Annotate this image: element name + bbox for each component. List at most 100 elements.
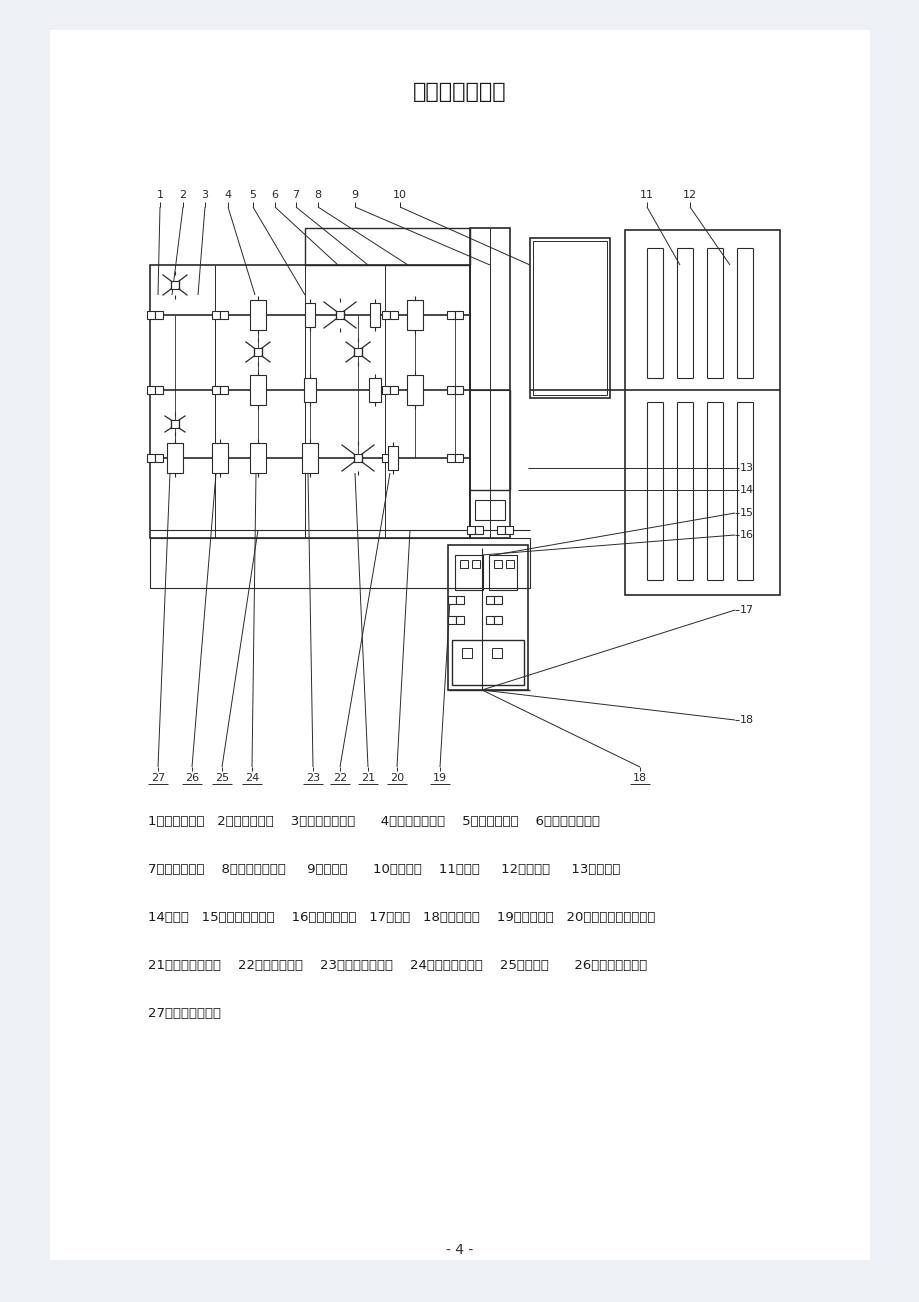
Text: 25: 25 xyxy=(215,773,229,783)
Bar xyxy=(381,385,390,395)
Text: 1: 1 xyxy=(156,190,164,201)
Bar xyxy=(147,385,154,395)
Bar xyxy=(485,616,494,624)
Text: 5: 5 xyxy=(249,190,256,201)
Bar xyxy=(147,311,154,319)
Bar xyxy=(470,228,509,538)
Bar xyxy=(624,230,779,595)
Bar xyxy=(485,596,494,604)
Bar xyxy=(447,311,455,319)
Bar xyxy=(211,311,220,319)
Bar xyxy=(448,546,528,690)
Bar xyxy=(492,648,502,658)
Bar xyxy=(369,303,380,327)
Bar xyxy=(354,454,361,462)
Text: 27、五档从动齿轮: 27、五档从动齿轮 xyxy=(148,1006,221,1019)
Text: 9: 9 xyxy=(351,190,358,201)
Text: 10: 10 xyxy=(392,190,406,201)
Bar xyxy=(474,500,505,519)
Bar xyxy=(448,596,456,604)
Bar xyxy=(154,385,163,395)
Bar xyxy=(406,299,423,329)
Text: 14: 14 xyxy=(739,486,754,495)
Bar xyxy=(474,526,482,534)
Text: 21、一二档同步器    22、二档同步环    23、二档从动齿轮    24、三档从动齿轮    25、输出轴      26、四档从动齿轮: 21、一二档同步器 22、二档同步环 23、二档从动齿轮 24、三档从动齿轮 2… xyxy=(148,960,647,973)
Bar xyxy=(489,555,516,590)
Text: 7: 7 xyxy=(292,190,300,201)
Bar xyxy=(456,596,463,604)
Text: 6: 6 xyxy=(271,190,278,201)
Bar xyxy=(381,311,390,319)
Bar xyxy=(455,454,462,462)
Text: 21: 21 xyxy=(360,773,375,783)
FancyBboxPatch shape xyxy=(634,135,864,486)
Bar xyxy=(354,348,361,355)
Bar xyxy=(220,385,228,395)
Bar xyxy=(220,454,228,462)
Bar xyxy=(147,454,154,462)
Bar xyxy=(390,454,398,462)
Bar xyxy=(494,560,502,568)
Bar xyxy=(461,648,471,658)
Text: 16: 16 xyxy=(739,530,754,540)
Bar xyxy=(494,616,502,624)
Text: 17: 17 xyxy=(739,605,754,615)
Bar xyxy=(171,421,179,428)
Bar xyxy=(301,443,318,473)
Text: 19: 19 xyxy=(433,773,447,783)
Text: 18: 18 xyxy=(739,715,754,725)
Text: 3: 3 xyxy=(201,190,209,201)
Bar xyxy=(451,641,524,685)
Bar xyxy=(494,596,502,604)
Bar xyxy=(448,616,456,624)
Bar xyxy=(150,538,529,589)
Bar xyxy=(211,385,220,395)
Text: 2: 2 xyxy=(179,190,187,201)
Bar xyxy=(505,560,514,568)
Text: 1、五档同步器   2、五档同步环    3、五档主动齿轮      4、四档主动齿轮    5、四档同步环    6、三四档同步器: 1、五档同步器 2、五档同步环 3、五档主动齿轮 4、四档主动齿轮 5、四档同步… xyxy=(148,815,599,828)
Bar xyxy=(369,378,380,402)
Bar xyxy=(167,443,183,473)
Bar xyxy=(250,375,266,405)
Bar xyxy=(171,281,179,289)
Text: 24: 24 xyxy=(244,773,259,783)
Text: 20: 20 xyxy=(390,773,403,783)
Text: - 4 -: - 4 - xyxy=(446,1243,473,1256)
Text: 18: 18 xyxy=(632,773,646,783)
Text: 14、惰轮   15、一档从动齿轮    16、一档同步环   17、半轴   18、半轴齿轮    19、行星齿轮   20、主减速器从动齿轮: 14、惰轮 15、一档从动齿轮 16、一档同步环 17、半轴 18、半轴齿轮 1… xyxy=(148,911,654,924)
Bar xyxy=(390,311,398,319)
Text: 11: 11 xyxy=(640,190,653,201)
Bar xyxy=(388,447,398,470)
FancyBboxPatch shape xyxy=(675,894,859,1185)
Bar xyxy=(406,375,423,405)
Bar xyxy=(303,378,315,402)
Bar xyxy=(335,311,344,319)
Text: 8: 8 xyxy=(314,190,322,201)
Text: 7、三档同步环    8、三档主动齿轮     9、输入轴      10、离合器    11、曲轴     12、发动机     13、惰轮轴: 7、三档同步环 8、三档主动齿轮 9、输入轴 10、离合器 11、曲轴 12、发… xyxy=(148,863,619,876)
Text: 27: 27 xyxy=(151,773,165,783)
Text: 26: 26 xyxy=(185,773,199,783)
Bar xyxy=(381,454,390,462)
Bar xyxy=(471,560,480,568)
Bar xyxy=(455,385,462,395)
Text: 工作原理示意图: 工作原理示意图 xyxy=(413,82,506,102)
Bar xyxy=(390,385,398,395)
Bar xyxy=(532,241,607,395)
Bar xyxy=(211,443,228,473)
Bar xyxy=(250,443,266,473)
Bar xyxy=(254,348,262,355)
Bar xyxy=(496,526,505,534)
Bar xyxy=(456,616,463,624)
Text: 4: 4 xyxy=(224,190,232,201)
Bar xyxy=(211,454,220,462)
Bar xyxy=(250,299,266,329)
Bar xyxy=(455,311,462,319)
Text: 13: 13 xyxy=(739,464,754,473)
Bar xyxy=(455,555,482,590)
Bar xyxy=(150,266,470,538)
Bar xyxy=(50,30,869,1260)
Bar xyxy=(505,526,513,534)
Bar xyxy=(467,526,474,534)
Text: 22: 22 xyxy=(333,773,346,783)
Text: 12: 12 xyxy=(682,190,697,201)
